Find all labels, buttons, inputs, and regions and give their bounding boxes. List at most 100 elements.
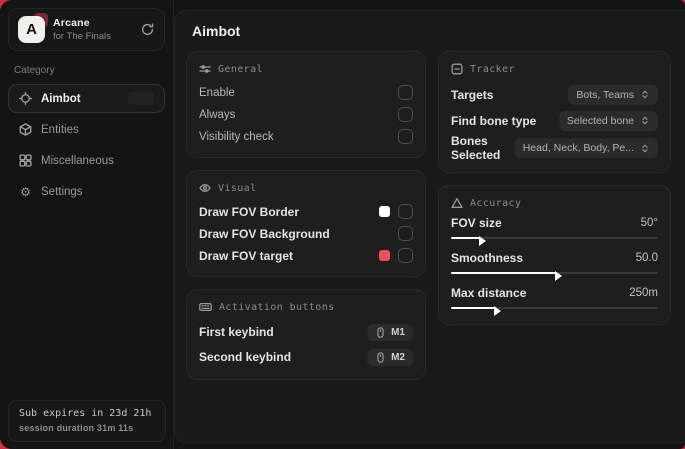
row-controls: [379, 204, 413, 219]
card-title: Activation buttons: [219, 301, 335, 313]
sidebar-item-miscellaneous[interactable]: Miscellaneous: [8, 146, 165, 175]
app-header: A Arcane for The Finals: [8, 8, 165, 51]
keybind-label: Second keybind: [199, 350, 292, 364]
tracker-card: Tracker Targets Bots, Teams Find bone ty…: [438, 51, 671, 173]
sidebar-item-settings[interactable]: ⚙ Settings: [8, 177, 165, 206]
slider-thumb[interactable]: [493, 306, 501, 316]
right-column: Tracker Targets Bots, Teams Find bone ty…: [438, 51, 671, 325]
visual-card-header: Visual: [199, 182, 413, 194]
first-keybind-button[interactable]: M1: [367, 323, 413, 341]
gear-icon: ⚙: [20, 184, 31, 199]
slider-label: FOV size: [451, 216, 502, 230]
app-logo: A: [18, 13, 48, 43]
setting-label: Draw FOV Border: [199, 204, 300, 219]
logo-letter: A: [18, 16, 45, 43]
slider-fill: [451, 271, 562, 281]
visibility-check-checkbox[interactable]: [398, 129, 413, 144]
setting-label: Draw FOV target: [199, 248, 294, 263]
dropdown-row: Targets Bots, Teams: [451, 82, 658, 107]
crosshair-icon: [19, 92, 32, 105]
page-title: Aimbot: [192, 23, 241, 39]
slider-thumb[interactable]: [554, 271, 562, 281]
slider-fill: [451, 306, 501, 316]
slider-header: Max distance 250m: [451, 286, 658, 300]
row-controls: [379, 248, 413, 263]
grid-icon: [19, 154, 32, 167]
accuracy-card: Accuracy FOV size 50°: [438, 185, 671, 325]
targets-dropdown[interactable]: Bots, Teams: [568, 84, 658, 105]
slider-label: Smoothness: [451, 251, 524, 265]
chevron-up-down-icon: [642, 116, 648, 125]
sidebar-nav: Aimbot Entities: [0, 84, 173, 206]
sidebar-item-label: Miscellaneous: [41, 154, 114, 167]
card-title: General: [218, 63, 263, 75]
active-item-badge: [128, 92, 154, 105]
triangle-icon: [451, 198, 463, 208]
general-card-header: General: [199, 63, 413, 75]
card-title: Accuracy: [470, 197, 522, 209]
dropdown-value: Selected bone: [566, 114, 634, 127]
fov-size-slider[interactable]: [451, 234, 658, 246]
slider-fill: [451, 236, 486, 246]
fov-border-color-swatch[interactable]: [379, 206, 390, 217]
setting-row: Always: [199, 104, 413, 125]
second-keybind-button[interactable]: M2: [367, 348, 413, 366]
app-subtitle: for The Finals: [53, 31, 111, 42]
setting-row: Draw FOV Background: [199, 223, 413, 244]
setting-label: Always: [199, 108, 236, 121]
cards-grid: General Enable Always Visibility check: [175, 51, 685, 380]
keybind-label: First keybind: [199, 325, 274, 339]
slider-row: FOV size 50°: [451, 216, 658, 246]
enable-checkbox[interactable]: [398, 85, 413, 100]
bones-selected-dropdown[interactable]: Head, Neck, Body, Pe...: [514, 138, 658, 158]
slider-track: [451, 307, 658, 309]
sub-expiry-text: Sub expires in 23d 21h: [19, 408, 152, 419]
keyboard-icon: [199, 302, 212, 312]
sidebar-item-label: Entities: [41, 123, 79, 136]
keybind-value: M2: [391, 351, 405, 363]
setting-row: Draw FOV Border: [199, 201, 413, 222]
slider-header: FOV size 50°: [451, 216, 658, 230]
session-duration-text: session duration 31m 11s: [19, 423, 134, 433]
dropdown-row: Find bone type Selected bone: [451, 108, 658, 133]
setting-label: Draw FOV Background: [199, 226, 330, 241]
refresh-icon[interactable]: [139, 22, 155, 38]
category-label: Category: [14, 65, 55, 76]
slider-thumb[interactable]: [479, 236, 486, 246]
setting-row: Enable: [199, 82, 413, 103]
dropdown-label: Find bone type: [451, 113, 537, 128]
sliders-icon: [199, 65, 211, 73]
find-bone-type-dropdown[interactable]: Selected bone: [558, 110, 658, 131]
dropdown-value: Bots, Teams: [576, 88, 634, 101]
setting-label: Visibility check: [199, 130, 274, 143]
draw-fov-border-checkbox[interactable]: [398, 204, 413, 219]
always-checkbox[interactable]: [398, 107, 413, 122]
setting-label: Enable: [199, 86, 235, 99]
slider-value: 50.0: [635, 252, 658, 264]
app-name: Arcane: [53, 17, 90, 29]
square-minus-icon: [451, 63, 463, 75]
mouse-icon: [377, 351, 384, 363]
sidebar-item-entities[interactable]: Entities: [8, 115, 165, 144]
slider-row: Max distance 250m: [451, 286, 658, 316]
sidebar-item-aimbot[interactable]: Aimbot: [8, 84, 165, 113]
activation-buttons-card: Activation buttons First keybind M1: [186, 289, 426, 380]
sidebar-item-label: Aimbot: [41, 92, 81, 105]
chevron-up-down-icon: [642, 90, 648, 99]
cube-icon: [19, 123, 32, 136]
slider-track: [451, 237, 658, 239]
card-title: Tracker: [470, 63, 515, 75]
smoothness-slider[interactable]: [451, 269, 658, 281]
activation-card-header: Activation buttons: [199, 301, 413, 313]
max-distance-slider[interactable]: [451, 304, 658, 316]
draw-fov-background-checkbox[interactable]: [398, 226, 413, 241]
fov-target-color-swatch[interactable]: [379, 250, 390, 261]
sidebar-item-label: Settings: [41, 185, 83, 198]
draw-fov-target-checkbox[interactable]: [398, 248, 413, 263]
dropdown-label: Bones Selected: [451, 134, 501, 162]
subscription-info-box: Sub expires in 23d 21h session duration …: [8, 400, 166, 442]
dropdown-row: Bones Selected Head, Neck, Body, Pe...: [451, 134, 658, 162]
app-identity: Arcane for The Finals: [53, 17, 131, 42]
dropdown-label: Targets: [451, 87, 494, 102]
